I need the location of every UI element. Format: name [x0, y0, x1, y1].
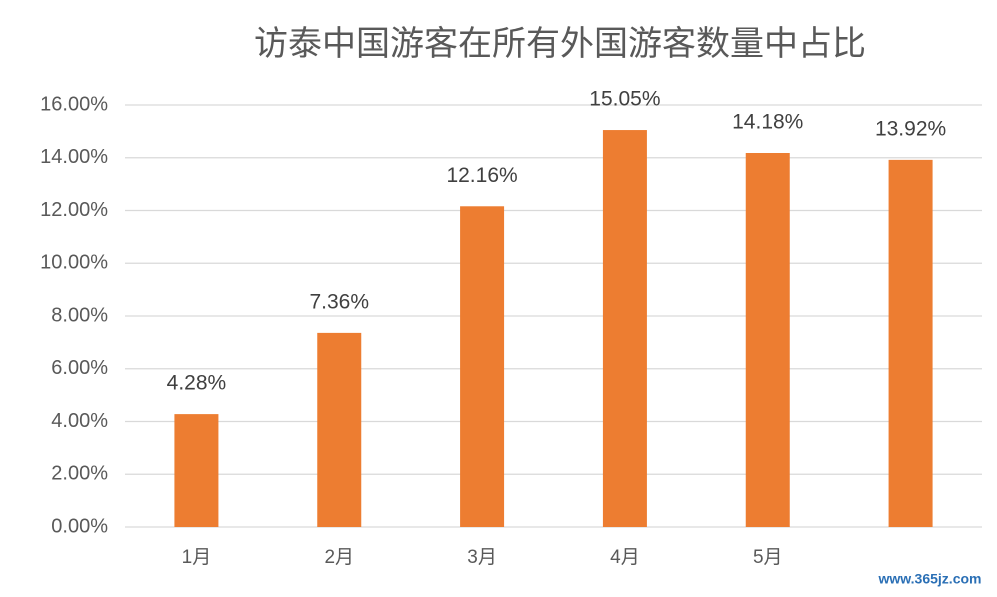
y-tick-label: 8.00%: [51, 304, 108, 326]
x-tick-label: 5月: [753, 547, 783, 568]
chart-title: 访泰中国游客在所有外国游客数量中占比: [254, 25, 866, 63]
y-tick-label: 12.00%: [40, 199, 108, 221]
y-tick-label: 16.00%: [40, 93, 108, 115]
bar: [888, 159, 933, 528]
y-tick-label: 14.00%: [40, 146, 108, 168]
y-tick-label: 2.00%: [51, 463, 108, 485]
bar: [174, 414, 219, 527]
x-tick-label: 3月: [467, 547, 497, 568]
value-label: 13.92%: [875, 117, 946, 140]
y-tick-label: 4.00%: [51, 410, 108, 432]
value-label: 15.05%: [589, 88, 660, 111]
y-tick-label: 6.00%: [51, 357, 108, 379]
bar: [317, 332, 362, 527]
value-label: 7.36%: [309, 290, 369, 313]
y-tick-label: 10.00%: [40, 252, 108, 274]
value-label: 12.16%: [446, 164, 517, 187]
value-label: 4.28%: [167, 372, 227, 395]
watermark: www.365jz.com: [878, 571, 982, 587]
x-tick-label: 1月: [182, 547, 212, 568]
x-tick-label: 2月: [324, 547, 354, 568]
value-label: 14.18%: [732, 111, 803, 134]
y-tick-label: 0.00%: [51, 515, 108, 537]
bar: [745, 153, 790, 527]
x-tick-label: 4月: [610, 547, 640, 568]
bar: [460, 206, 505, 527]
bar: [602, 130, 647, 527]
